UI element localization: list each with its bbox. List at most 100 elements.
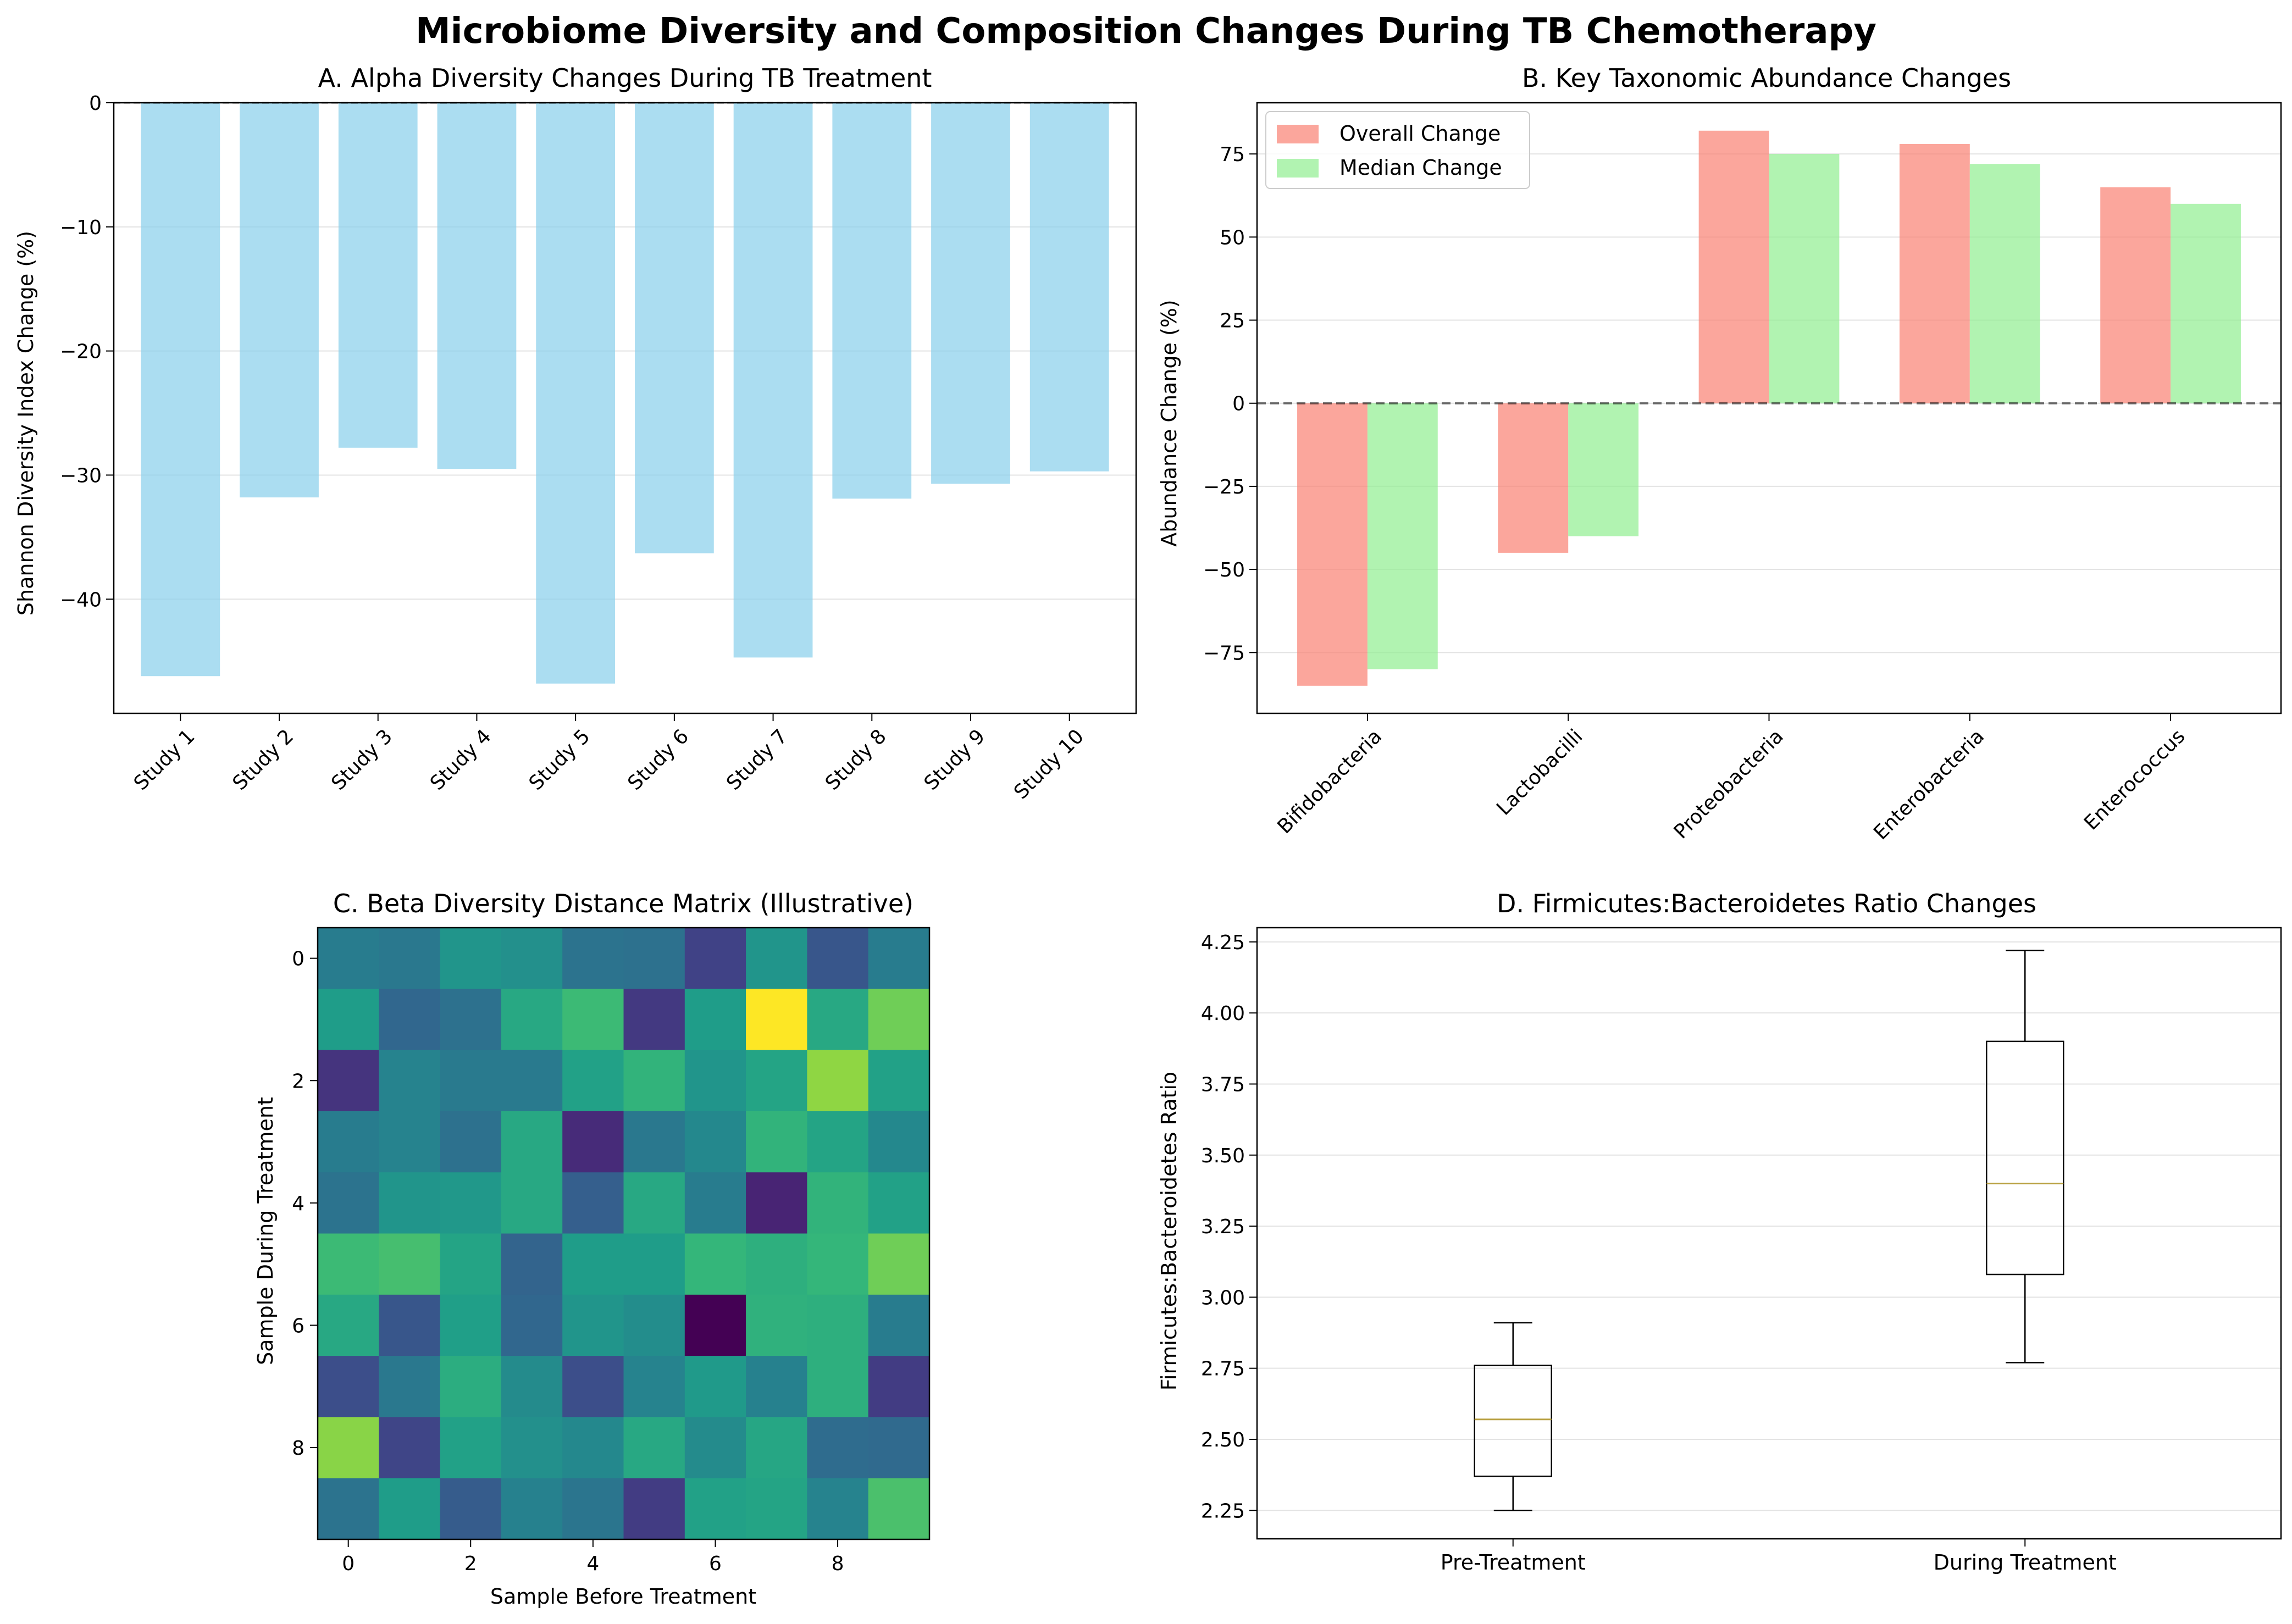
panel-c-heatmap-cell <box>562 1294 624 1356</box>
panel-c-x-label: Sample Before Treatment <box>490 1584 756 1609</box>
panel-d-iqr-box <box>1986 1040 2064 1276</box>
panel-c-heatmap-cell <box>623 1111 685 1173</box>
panel-c-heatmap-cell <box>379 1233 441 1295</box>
panel-a-bar <box>634 103 714 553</box>
panel-a-x-tick-label: Study 10 <box>1010 725 1088 803</box>
panel-c-heatmap-cell <box>868 1233 930 1295</box>
panel-c-heatmap-cell <box>501 1478 563 1540</box>
panel-c-heatmap-cell <box>746 1172 807 1234</box>
panel-b-x-tick-label: Bifidobacteria <box>1273 725 1386 838</box>
panel-a-title: A. Alpha Diversity Changes During TB Tre… <box>318 63 932 93</box>
panel-b-y-tick-label: −50 <box>1203 559 1245 581</box>
panel-b-bar-overall <box>2100 187 2171 403</box>
panel-c-heatmap-cell <box>379 928 441 989</box>
panel-c-heatmap-cell <box>868 989 930 1051</box>
panel-c-heatmap-cell <box>562 1172 624 1234</box>
panel-c-heatmap-cell <box>318 1417 379 1479</box>
panel-b-legend: Overall Change Median Change <box>1265 111 1530 189</box>
panel-c-heatmap-cell <box>684 1172 746 1234</box>
panel-c-heatmap-cell <box>379 1417 441 1479</box>
panel-d-x-tick-label: Pre-Treatment <box>1441 1550 1586 1575</box>
panel-c-heatmap-cell <box>501 1356 563 1417</box>
panel-a-bar <box>338 103 418 448</box>
panel-c-heatmap-cell <box>868 1172 930 1234</box>
panel-c-heatmap-cell <box>379 989 441 1051</box>
panel-b-bar-overall <box>1498 403 1569 553</box>
panel-c-heatmap-cell <box>807 1478 869 1540</box>
panel-b-title: B. Key Taxonomic Abundance Changes <box>1522 63 2011 93</box>
panel-a-x-tick-label: Study 4 <box>426 725 496 795</box>
panel-b-legend-label: Overall Change <box>1339 121 1501 146</box>
panel-c-heatmap-cell <box>684 1417 746 1479</box>
panel-c-heatmap-cell <box>623 1172 685 1234</box>
panel-c-heatmap-cell <box>684 1356 746 1417</box>
panel-c-heatmap-cell <box>868 1294 930 1356</box>
panel-d-x-tick-label: During Treatment <box>1934 1550 2117 1575</box>
panel-c-heatmap-cell <box>440 1111 502 1173</box>
panel-d-y-tick-label: 4.25 <box>1201 932 1245 954</box>
panel-b-bar-median <box>1367 403 1438 669</box>
panel-a-bar <box>437 103 517 469</box>
panel-c-heatmap-cell <box>440 1172 502 1234</box>
panel-c-heatmap-cell <box>623 1356 685 1417</box>
panel-d-y-tick-label: 3.50 <box>1201 1145 1245 1167</box>
panel-b-bar-median <box>2171 203 2241 403</box>
panel-c-heatmap-cell <box>746 1356 807 1417</box>
panel-a-bar <box>240 103 319 498</box>
panel-b-legend-label: Median Change <box>1339 156 1502 180</box>
panel-c-heatmap-cell <box>562 1478 624 1540</box>
panel-c-heatmap-cell <box>684 1233 746 1295</box>
panel-d-title: D. Firmicutes:Bacteroidetes Ratio Change… <box>1497 889 2036 918</box>
panel-a-x-tick-label: Study 9 <box>920 725 990 795</box>
panel-c-heatmap-cell <box>379 1478 441 1540</box>
panel-c-heatmap-cell <box>807 1050 869 1112</box>
panel-b-legend-box <box>1265 111 1530 189</box>
panel-a-x-tick-label: Study 5 <box>525 725 595 795</box>
panel-c-heatmap-cell <box>379 1172 441 1234</box>
panel-c-heatmap-cell <box>684 989 746 1051</box>
panel-b-y-tick-label: 0 <box>1232 393 1245 415</box>
panel-b-y-tick-label: −75 <box>1203 642 1245 664</box>
panel-d-y-tick-label: 2.50 <box>1201 1429 1245 1451</box>
panel-c-heatmap-cell <box>684 928 746 989</box>
panel-c-heatmap-cell <box>440 1233 502 1295</box>
panel-c-heatmap-cell <box>501 1172 563 1234</box>
panel-b-y-tick-label: 25 <box>1220 310 1245 332</box>
panel-c-heatmap-cell <box>623 1294 685 1356</box>
panel-c-heatmap-cell <box>440 1478 502 1540</box>
panel-d-y-tick-label: 3.25 <box>1201 1216 1245 1238</box>
panel-d-y-tick-label: 2.75 <box>1201 1358 1245 1381</box>
panel-c-heatmap-cell <box>746 928 807 989</box>
panel-c-heatmap-cell <box>807 989 869 1051</box>
panel-b-bar-median <box>1568 403 1639 536</box>
panel-a-y-tick-label: −40 <box>60 589 102 611</box>
panel-c-heatmap-cell <box>440 1050 502 1112</box>
panel-c-y-label: Sample During Treatment <box>253 1097 278 1365</box>
panel-a-x-tick-label: Study 1 <box>130 725 200 795</box>
panel-c-x-tick-label: 6 <box>709 1553 722 1575</box>
panel-c-heatmap-cell <box>562 989 624 1051</box>
panel-c-heatmap-cell <box>440 1417 502 1479</box>
panel-c-y-tick-label: 4 <box>292 1193 305 1215</box>
panel-a-x-tick-label: Study 3 <box>327 725 397 795</box>
panel-a-frame <box>113 102 1137 714</box>
panel-d-iqr-box <box>1474 1365 1552 1477</box>
panel-c-heatmap-cell <box>501 1417 563 1479</box>
panel-c-heatmap-cell <box>807 1233 869 1295</box>
panel-c-heatmap-cell <box>807 928 869 989</box>
panel-c-heatmap-cell <box>807 1417 869 1479</box>
panel-c-title: C. Beta Diversity Distance Matrix (Illus… <box>333 889 914 918</box>
panel-c-heatmap-cell <box>684 1050 746 1112</box>
panel-c-heatmap-cell <box>623 1478 685 1540</box>
panel-b-frame <box>1256 102 2282 714</box>
panel-d-box-pre-treatment <box>1474 1322 1552 1511</box>
panel-a-y-tick-label: −30 <box>60 464 102 487</box>
panel-c-heatmap-cell <box>746 1233 807 1295</box>
panel-a-x-tick-label: Study 7 <box>722 725 792 795</box>
panel-a-alpha-diversity: A. Alpha Diversity Changes During TB Tre… <box>14 63 1137 803</box>
panel-a-bar <box>141 103 220 677</box>
panel-a-x-tick-label: Study 2 <box>229 725 298 795</box>
panel-c-heatmap-cell <box>501 1294 563 1356</box>
panel-a-x-tick-label: Study 8 <box>821 725 891 795</box>
